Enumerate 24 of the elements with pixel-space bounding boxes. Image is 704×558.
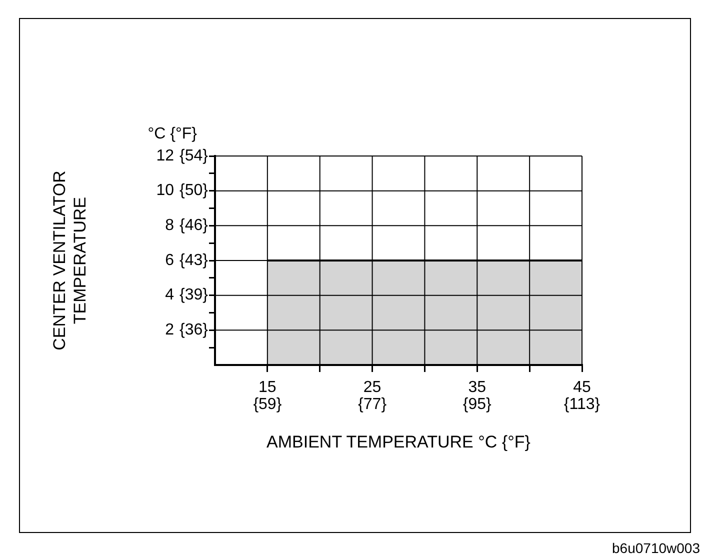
y2-tick-label: {36} bbox=[180, 322, 209, 339]
x2-tick-label: {77} bbox=[358, 396, 388, 414]
text: b6u0710w003 bbox=[612, 540, 700, 556]
y2-tick-label: {54} bbox=[180, 147, 209, 164]
x2-tick-label: {59} bbox=[253, 396, 282, 414]
text: °C {°F} bbox=[148, 125, 198, 142]
y-tick-label: 12 bbox=[156, 147, 174, 164]
y-tick-label: 10 bbox=[156, 182, 174, 200]
x2-tick-label: {95} bbox=[462, 396, 492, 414]
x-tick-label: 35 bbox=[468, 379, 486, 396]
y2-tick-label: {43} bbox=[180, 252, 209, 269]
y-tick-label: 8 bbox=[165, 217, 174, 234]
y2-tick-label: {50} bbox=[180, 182, 209, 200]
y-tick-label: 2 bbox=[165, 322, 174, 339]
y-axis-title: CENTER VENTILATOR TEMPERATURE bbox=[50, 170, 90, 350]
x-tick-label: 15 bbox=[258, 379, 276, 396]
x-tick-label: 25 bbox=[363, 379, 382, 396]
y2-tick-label: {39} bbox=[180, 286, 209, 304]
x2-tick-label: {113} bbox=[564, 396, 601, 414]
y-tick-label: 6 bbox=[165, 252, 174, 269]
x-tick-label: 45 bbox=[573, 379, 591, 396]
y-tick-label: 4 bbox=[165, 286, 174, 304]
y2-tick-label: {46} bbox=[180, 217, 209, 234]
x-axis-title: AMBIENT TEMPERATURE °C {°F} bbox=[266, 432, 531, 452]
